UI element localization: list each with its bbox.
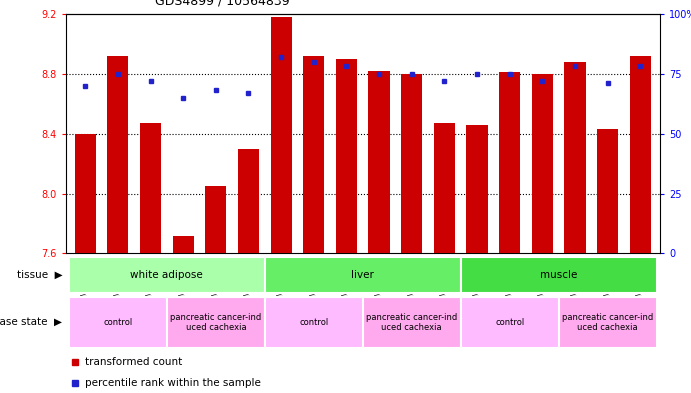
Bar bbox=[107, 56, 129, 253]
Bar bbox=[173, 235, 193, 253]
Bar bbox=[265, 257, 461, 293]
Text: pancreatic cancer-ind
uced cachexia: pancreatic cancer-ind uced cachexia bbox=[170, 312, 261, 332]
Bar bbox=[466, 125, 488, 253]
Text: liver: liver bbox=[351, 270, 375, 280]
Bar bbox=[565, 62, 585, 253]
Bar bbox=[303, 56, 324, 253]
Bar bbox=[532, 73, 553, 253]
Text: GDS4899 / 10564839: GDS4899 / 10564839 bbox=[155, 0, 290, 8]
Bar bbox=[630, 56, 651, 253]
Bar bbox=[597, 129, 618, 253]
Text: disease state  ▶: disease state ▶ bbox=[0, 317, 62, 327]
Bar bbox=[368, 71, 390, 253]
Text: control: control bbox=[103, 318, 133, 327]
Bar bbox=[265, 297, 363, 348]
Bar bbox=[271, 17, 292, 253]
Bar bbox=[75, 134, 96, 253]
Bar bbox=[69, 257, 265, 293]
Bar bbox=[167, 297, 265, 348]
Bar bbox=[238, 149, 259, 253]
Text: percentile rank within the sample: percentile rank within the sample bbox=[85, 378, 261, 389]
Bar bbox=[69, 297, 167, 348]
Text: muscle: muscle bbox=[540, 270, 578, 280]
Text: tissue  ▶: tissue ▶ bbox=[17, 270, 62, 280]
Bar bbox=[499, 72, 520, 253]
Text: control: control bbox=[299, 318, 328, 327]
Bar bbox=[336, 59, 357, 253]
Bar bbox=[559, 297, 656, 348]
Bar bbox=[461, 297, 559, 348]
Text: control: control bbox=[495, 318, 524, 327]
Text: white adipose: white adipose bbox=[131, 270, 203, 280]
Text: pancreatic cancer-ind
uced cachexia: pancreatic cancer-ind uced cachexia bbox=[366, 312, 457, 332]
Bar bbox=[401, 73, 422, 253]
Text: pancreatic cancer-ind
uced cachexia: pancreatic cancer-ind uced cachexia bbox=[562, 312, 653, 332]
Bar bbox=[205, 186, 227, 253]
Text: transformed count: transformed count bbox=[85, 357, 182, 367]
Bar bbox=[140, 123, 161, 253]
Bar bbox=[434, 123, 455, 253]
Bar bbox=[363, 297, 461, 348]
Bar bbox=[461, 257, 656, 293]
